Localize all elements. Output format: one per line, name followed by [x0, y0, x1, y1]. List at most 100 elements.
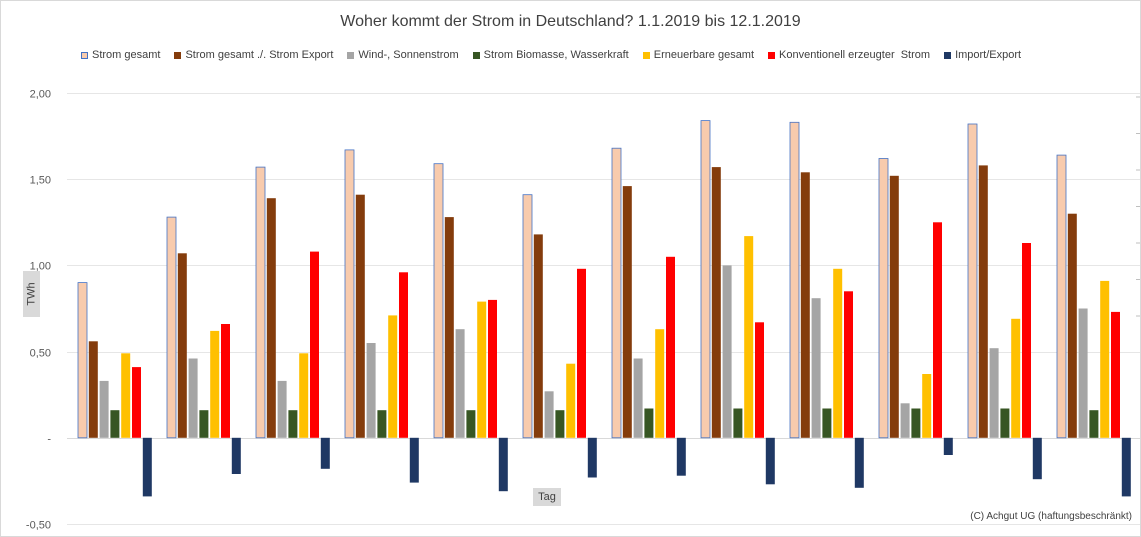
bar-day-7-series-4: [644, 408, 654, 438]
bar-day-9-series-6: [844, 291, 853, 438]
bar-day-4-series-7: [409, 437, 419, 483]
bar-day-6-series-3: [544, 391, 554, 438]
y-axis-label-text: TWh: [25, 282, 38, 306]
bar-day-7-series-3: [633, 358, 643, 438]
bar-day-1-series-3: [99, 380, 109, 438]
bar-day-4-series-1: [344, 149, 355, 439]
bar-day-1-series-1: [77, 282, 88, 439]
bar-day-2-series-2: [177, 253, 187, 438]
bar-day-5-series-4: [466, 410, 476, 438]
bar-day-9-series-1: [789, 121, 800, 439]
y-tick-label: -: [47, 434, 51, 446]
bar-day-7-series-1: [611, 147, 622, 439]
bar-day-1-series-4: [110, 410, 120, 438]
bar-day-5-series-3: [455, 329, 465, 438]
y-tick-label: -0,50: [26, 520, 51, 532]
bar-day-2-series-7: [231, 437, 241, 474]
bar-day-11-series-6: [1022, 243, 1031, 438]
legend-swatch: [81, 51, 88, 59]
legend-label: Strom gesamt ./. Strom Export: [185, 49, 334, 61]
bar-day-1-series-5: [121, 353, 131, 438]
bar-day-6-series-2: [533, 234, 543, 438]
legend-label: Strom Biomasse, Wasserkraft: [483, 49, 629, 61]
legend-swatch: [642, 51, 650, 59]
bar-day-12-series-3: [1078, 308, 1088, 438]
legend-label: Konventionell erzeugter Strom: [779, 49, 931, 61]
legend-swatch: [472, 51, 480, 59]
bar-day-6-series-6: [577, 268, 586, 438]
legend-label: Strom gesamt: [92, 49, 161, 61]
bar-day-11-series-7: [1032, 437, 1042, 480]
bar-day-6-series-5: [566, 363, 576, 438]
legend-item-1: Strom gesamt: [81, 49, 160, 61]
bar-day-5-series-2: [444, 217, 454, 438]
bar-day-6-series-7: [587, 437, 597, 478]
bar-day-4-series-2: [355, 194, 365, 438]
bar-day-10-series-2: [889, 175, 899, 438]
bar-day-9-series-2: [800, 172, 810, 438]
y-tick-label: 0,50: [30, 348, 51, 360]
bar-day-5-series-1: [433, 163, 444, 439]
bar-day-2-series-1: [166, 216, 177, 439]
y-axis-label: TWh: [23, 271, 40, 317]
legend-swatch: [347, 51, 355, 59]
bar-day-10-series-7: [943, 437, 953, 455]
bar-day-4-series-3: [366, 343, 376, 438]
bar-day-5-series-5: [477, 301, 487, 438]
bar-day-4-series-5: [388, 315, 398, 438]
bar-day-2-series-3: [188, 358, 198, 438]
bar-day-11-series-4: [1000, 408, 1010, 438]
bar-day-10-series-3: [900, 403, 910, 438]
bar-day-1-series-7: [142, 437, 152, 497]
bar-day-3-series-3: [277, 380, 287, 438]
legend-item-7: Import/Export: [944, 49, 1021, 61]
bar-day-2-series-6: [221, 324, 230, 438]
bar-day-4-series-6: [399, 272, 408, 438]
bar-day-8-series-1: [700, 120, 711, 439]
bar-day-3-series-5: [299, 353, 309, 438]
bar-day-12-series-2: [1067, 213, 1077, 438]
legend-label: Erneuerbare gesamt: [653, 49, 755, 61]
legend-item-3: Wind-, Sonnenstrom: [347, 49, 459, 61]
bar-day-10-series-5: [922, 374, 932, 438]
legend-item-5: Erneuerbare gesamt: [642, 49, 755, 61]
bar-day-9-series-4: [822, 408, 832, 438]
y-tick-label: 1,00: [30, 261, 51, 273]
bar-day-3-series-7: [320, 437, 330, 469]
legend-swatch: [944, 51, 952, 59]
legend-item-4: Strom Biomasse, Wasserkraft: [472, 49, 629, 61]
bar-day-12-series-4: [1089, 410, 1099, 438]
bar-day-3-series-4: [288, 410, 298, 438]
legend-item-6: Konventionell erzeugter Strom: [768, 49, 930, 61]
bar-day-12-series-1: [1056, 154, 1067, 439]
chart-title: Woher kommt der Strom in Deutschland? 1.…: [340, 13, 801, 30]
legend-swatch: [768, 51, 776, 59]
bar-day-7-series-5: [655, 329, 665, 438]
bar-day-8-series-4: [733, 408, 743, 438]
legend-swatch: [174, 51, 182, 59]
bar-day-11-series-5: [1011, 318, 1021, 438]
bar-day-4-series-4: [377, 410, 387, 438]
bar-day-8-series-7: [765, 437, 775, 485]
legend-label: Import/Export: [955, 49, 1022, 61]
bar-day-8-series-2: [711, 167, 721, 438]
bar-day-9-series-5: [833, 268, 843, 438]
bar-day-10-series-1: [878, 158, 889, 439]
bar-day-8-series-5: [744, 236, 754, 438]
bar-day-2-series-4: [199, 410, 209, 438]
bar-day-6-series-1: [522, 194, 533, 439]
bar-day-3-series-1: [255, 166, 266, 439]
bar-day-7-series-6: [666, 256, 675, 438]
bar-day-8-series-3: [722, 265, 732, 438]
bar-day-3-series-6: [310, 251, 319, 438]
bar-day-8-series-6: [755, 322, 764, 438]
bar-day-11-series-1: [967, 123, 978, 439]
bar-day-1-series-2: [88, 341, 98, 438]
x-axis-label: Tag: [533, 488, 561, 506]
bar-day-12-series-6: [1111, 311, 1120, 438]
legend-label: Wind-, Sonnenstrom: [358, 49, 459, 61]
bar-day-5-series-6: [488, 299, 497, 438]
bar-day-6-series-4: [555, 410, 565, 438]
